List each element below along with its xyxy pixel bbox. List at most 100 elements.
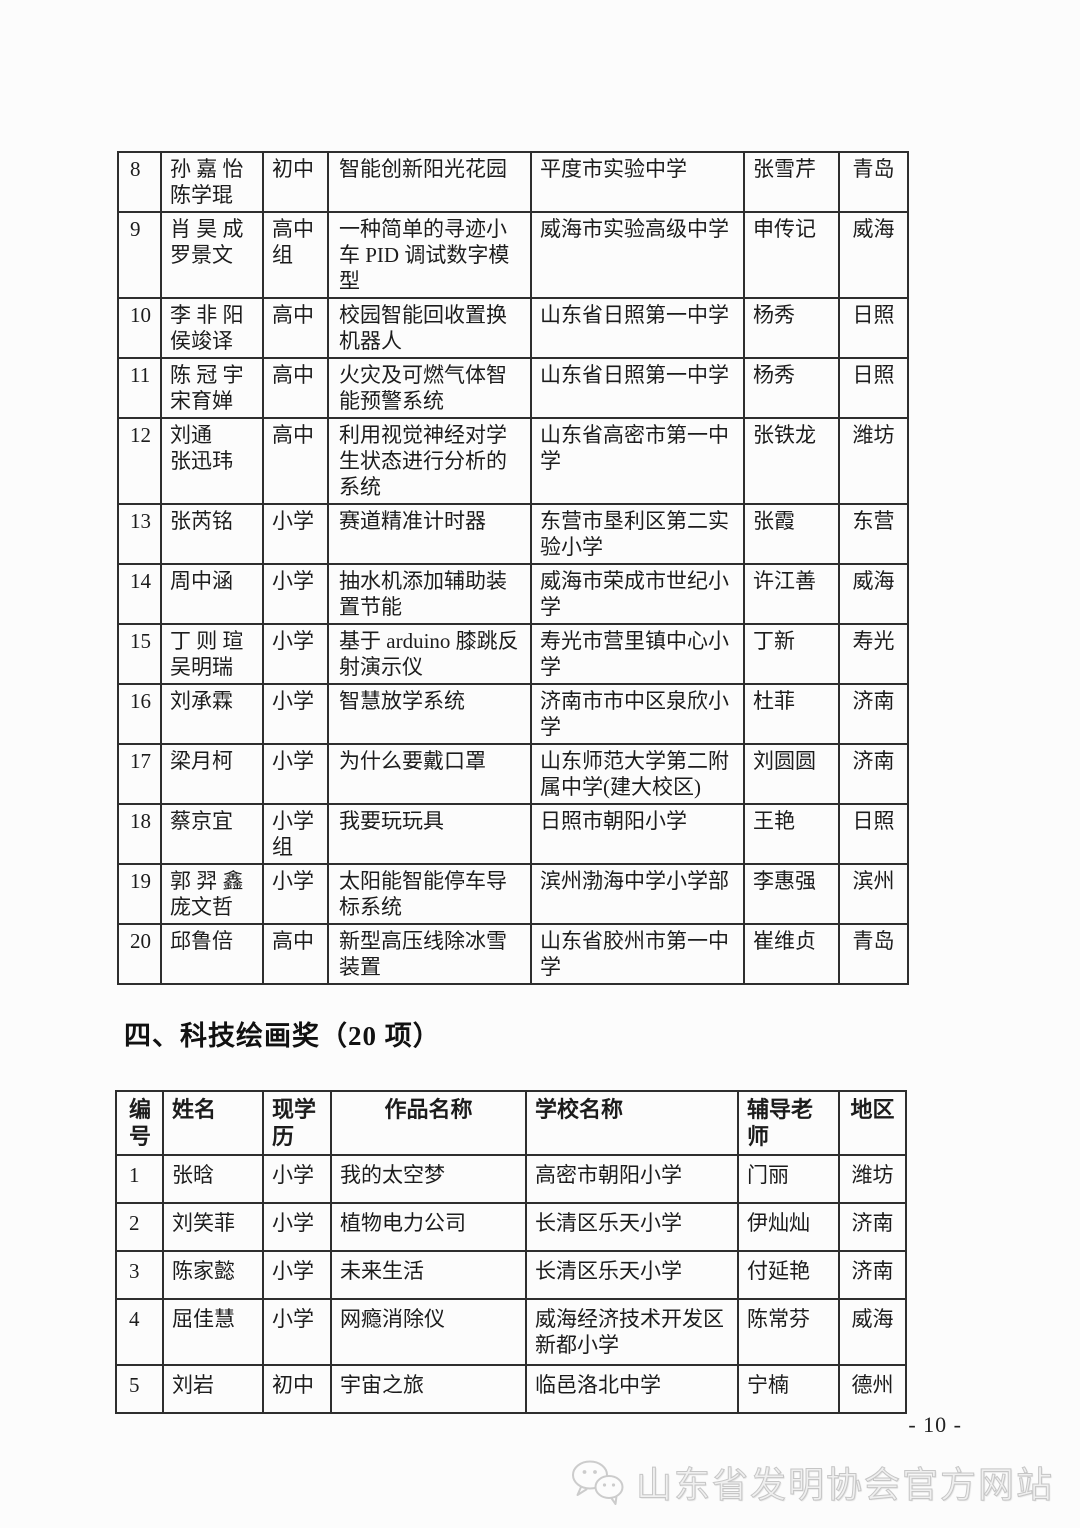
cell-work: 太阳能智能停车导标系统 — [327, 863, 532, 925]
cell-level: 小学 — [262, 503, 329, 565]
cell-tutor: 许江善 — [743, 563, 840, 625]
cell-school: 山东省胶州市第一中学 — [530, 923, 745, 985]
cell-no: 12 — [117, 417, 162, 505]
cell-name: 陈 冠 宇 宋育婵 — [160, 357, 264, 419]
cell-name: 刘岩 — [162, 1364, 264, 1414]
cell-no: 13 — [117, 503, 162, 565]
section-heading: 四、科技绘画奖（20 项） — [124, 1021, 441, 1051]
watermark: 山东省发明协会官方网站 — [570, 1456, 1054, 1508]
cell-level: 小学 — [262, 863, 329, 925]
cell-work: 我要玩玩具 — [327, 803, 532, 865]
cell-tutor: 杨秀 — [743, 357, 840, 419]
cell-region: 青岛 — [838, 923, 909, 985]
cell-no: 9 — [117, 211, 162, 299]
cell-school: 高密市朝阳小学 — [525, 1154, 739, 1204]
cell-region: 滨州 — [838, 863, 909, 925]
cell-tutor: 张雪芹 — [743, 151, 840, 213]
cell-region: 日照 — [838, 357, 909, 419]
cell-level: 高中 — [262, 923, 329, 985]
cell-no: 5 — [115, 1364, 164, 1414]
cell-level: 高中 — [262, 357, 329, 419]
cell-tutor: 门丽 — [737, 1154, 840, 1204]
wechat-icon — [571, 1460, 624, 1505]
cell-no: 19 — [117, 863, 162, 925]
cell-school: 威海经济技术开发区新都小学 — [525, 1298, 739, 1366]
page-number: - 10 - — [908, 1412, 962, 1437]
cell-region: 青岛 — [838, 151, 909, 213]
cell-school: 日照市朝阳小学 — [530, 803, 745, 865]
cell-school: 东营市垦利区第二实验小学 — [530, 503, 745, 565]
table-row: 4 屈佳慧 小学 网瘾消除仪 威海经济技术开发区新都小学 陈常芬 威海 — [115, 1298, 907, 1366]
cell-no: 18 — [117, 803, 162, 865]
cell-tutor: 伊灿灿 — [737, 1202, 840, 1252]
cell-tutor: 崔维贞 — [743, 923, 840, 985]
cell-tutor: 刘圆圆 — [743, 743, 840, 805]
cell-name: 丁 则 瑄 吴明瑞 — [160, 623, 264, 685]
cell-name: 邱鲁倍 — [160, 923, 264, 985]
table-row: 5 刘岩 初中 宇宙之旅 临邑洛北中学 宁楠 德州 — [115, 1364, 907, 1414]
watermark-text: 山东省发明协会官方网站 — [635, 1465, 1054, 1506]
cell-tutor: 王艳 — [743, 803, 840, 865]
cell-name: 梁月柯 — [160, 743, 264, 805]
cell-no: 4 — [115, 1298, 164, 1366]
table-row: 12 刘通 张迅玮 高中 利用视觉神经对学生状态进行分析的系统 山东省高密市第一中学 张铁… — [117, 417, 909, 505]
cell-school: 寿光市营里镇中心小学 — [530, 623, 745, 685]
table-row: 10 李 非 阳 侯竣译 高中 校园智能回收置换机器人 山东省日照第一中学 杨秀 日照 — [117, 297, 909, 359]
cell-school: 长清区乐天小学 — [525, 1250, 739, 1300]
cell-region: 日照 — [838, 297, 909, 359]
cell-school: 平度市实验中学 — [530, 151, 745, 213]
cell-no: 20 — [117, 923, 162, 985]
table-row: 2 刘笑菲 小学 植物电力公司 长清区乐天小学 伊灿灿 济南 — [115, 1202, 907, 1252]
cell-name: 孙 嘉 怡 陈学琨 — [160, 151, 264, 213]
cell-region: 德州 — [838, 1364, 907, 1414]
table-row: 20 邱鲁倍 高中 新型高压线除冰雪装置 山东省胶州市第一中学 崔维贞 青岛 — [117, 923, 909, 985]
cell-work: 植物电力公司 — [330, 1202, 527, 1252]
cell-level: 小学 — [262, 563, 329, 625]
header-work: 作品名称 — [330, 1090, 527, 1156]
header-region: 地区 — [838, 1090, 907, 1156]
table-row: 17 梁月柯 小学 为什么要戴口罩 山东师范大学第二附属中学(建大校区) 刘圆圆 济南 — [117, 743, 909, 805]
header-no: 编 号 — [115, 1090, 164, 1156]
cell-tutor: 宁楠 — [737, 1364, 840, 1414]
cell-school: 山东省日照第一中学 — [530, 357, 745, 419]
cell-school: 临邑洛北中学 — [525, 1364, 739, 1414]
cell-tutor: 杜菲 — [743, 683, 840, 745]
cell-work: 智慧放学系统 — [327, 683, 532, 745]
cell-school: 山东省日照第一中学 — [530, 297, 745, 359]
cell-no: 2 — [115, 1202, 164, 1252]
cell-school: 山东师范大学第二附属中学(建大校区) — [530, 743, 745, 805]
cell-work: 抽水机添加辅助装置节能 — [327, 563, 532, 625]
cell-school: 威海市实验高级中学 — [530, 211, 745, 299]
cell-region: 济南 — [838, 1202, 907, 1252]
cell-work: 为什么要戴口罩 — [327, 743, 532, 805]
cell-no: 8 — [117, 151, 162, 213]
cell-level: 小学 — [262, 683, 329, 745]
cell-school: 滨州渤海中学小学部 — [530, 863, 745, 925]
header-level: 现学 历 — [262, 1090, 332, 1156]
cell-tutor: 陈常芬 — [737, 1298, 840, 1366]
cell-level: 小学 — [262, 743, 329, 805]
table-row: 19 郭 羿 鑫 庞文哲 小学 太阳能智能停车导标系统 滨州渤海中学小学部 李惠强 滨州 — [117, 863, 909, 925]
cell-no: 1 — [115, 1154, 164, 1204]
table-row: 13 张芮铭 小学 赛道精准计时器 东营市垦利区第二实验小学 张霞 东营 — [117, 503, 909, 565]
cell-region: 威海 — [838, 211, 909, 299]
table-row: 18 蔡京宜 小学 组我要玩玩具 日照市朝阳小学 王艳 日照 — [117, 803, 909, 865]
table-row: 3 陈家懿 小学 未来生活 长清区乐天小学 付延艳 济南 — [115, 1250, 907, 1300]
cell-name: 李 非 阳 侯竣译 — [160, 297, 264, 359]
cell-level: 小学 — [262, 1202, 332, 1252]
cell-region: 济南 — [838, 683, 909, 745]
cell-level: 小学 — [262, 623, 329, 685]
cell-region: 威海 — [838, 1298, 907, 1366]
table-row: 1 张晗 小学 我的太空梦 高密市朝阳小学 门丽 潍坊 — [115, 1154, 907, 1204]
cell-name: 郭 羿 鑫 庞文哲 — [160, 863, 264, 925]
cell-name: 刘笑菲 — [162, 1202, 264, 1252]
cell-name: 刘通 张迅玮 — [160, 417, 264, 505]
cell-name: 蔡京宜 — [160, 803, 264, 865]
cell-region: 济南 — [838, 1250, 907, 1300]
cell-tutor: 杨秀 — [743, 297, 840, 359]
table-row: 14 周中涵 小学 抽水机添加辅助装置节能 威海市荣成市世纪小学 许江善 威海 — [117, 563, 909, 625]
cell-name: 张晗 — [162, 1154, 264, 1204]
cell-no: 11 — [117, 357, 162, 419]
